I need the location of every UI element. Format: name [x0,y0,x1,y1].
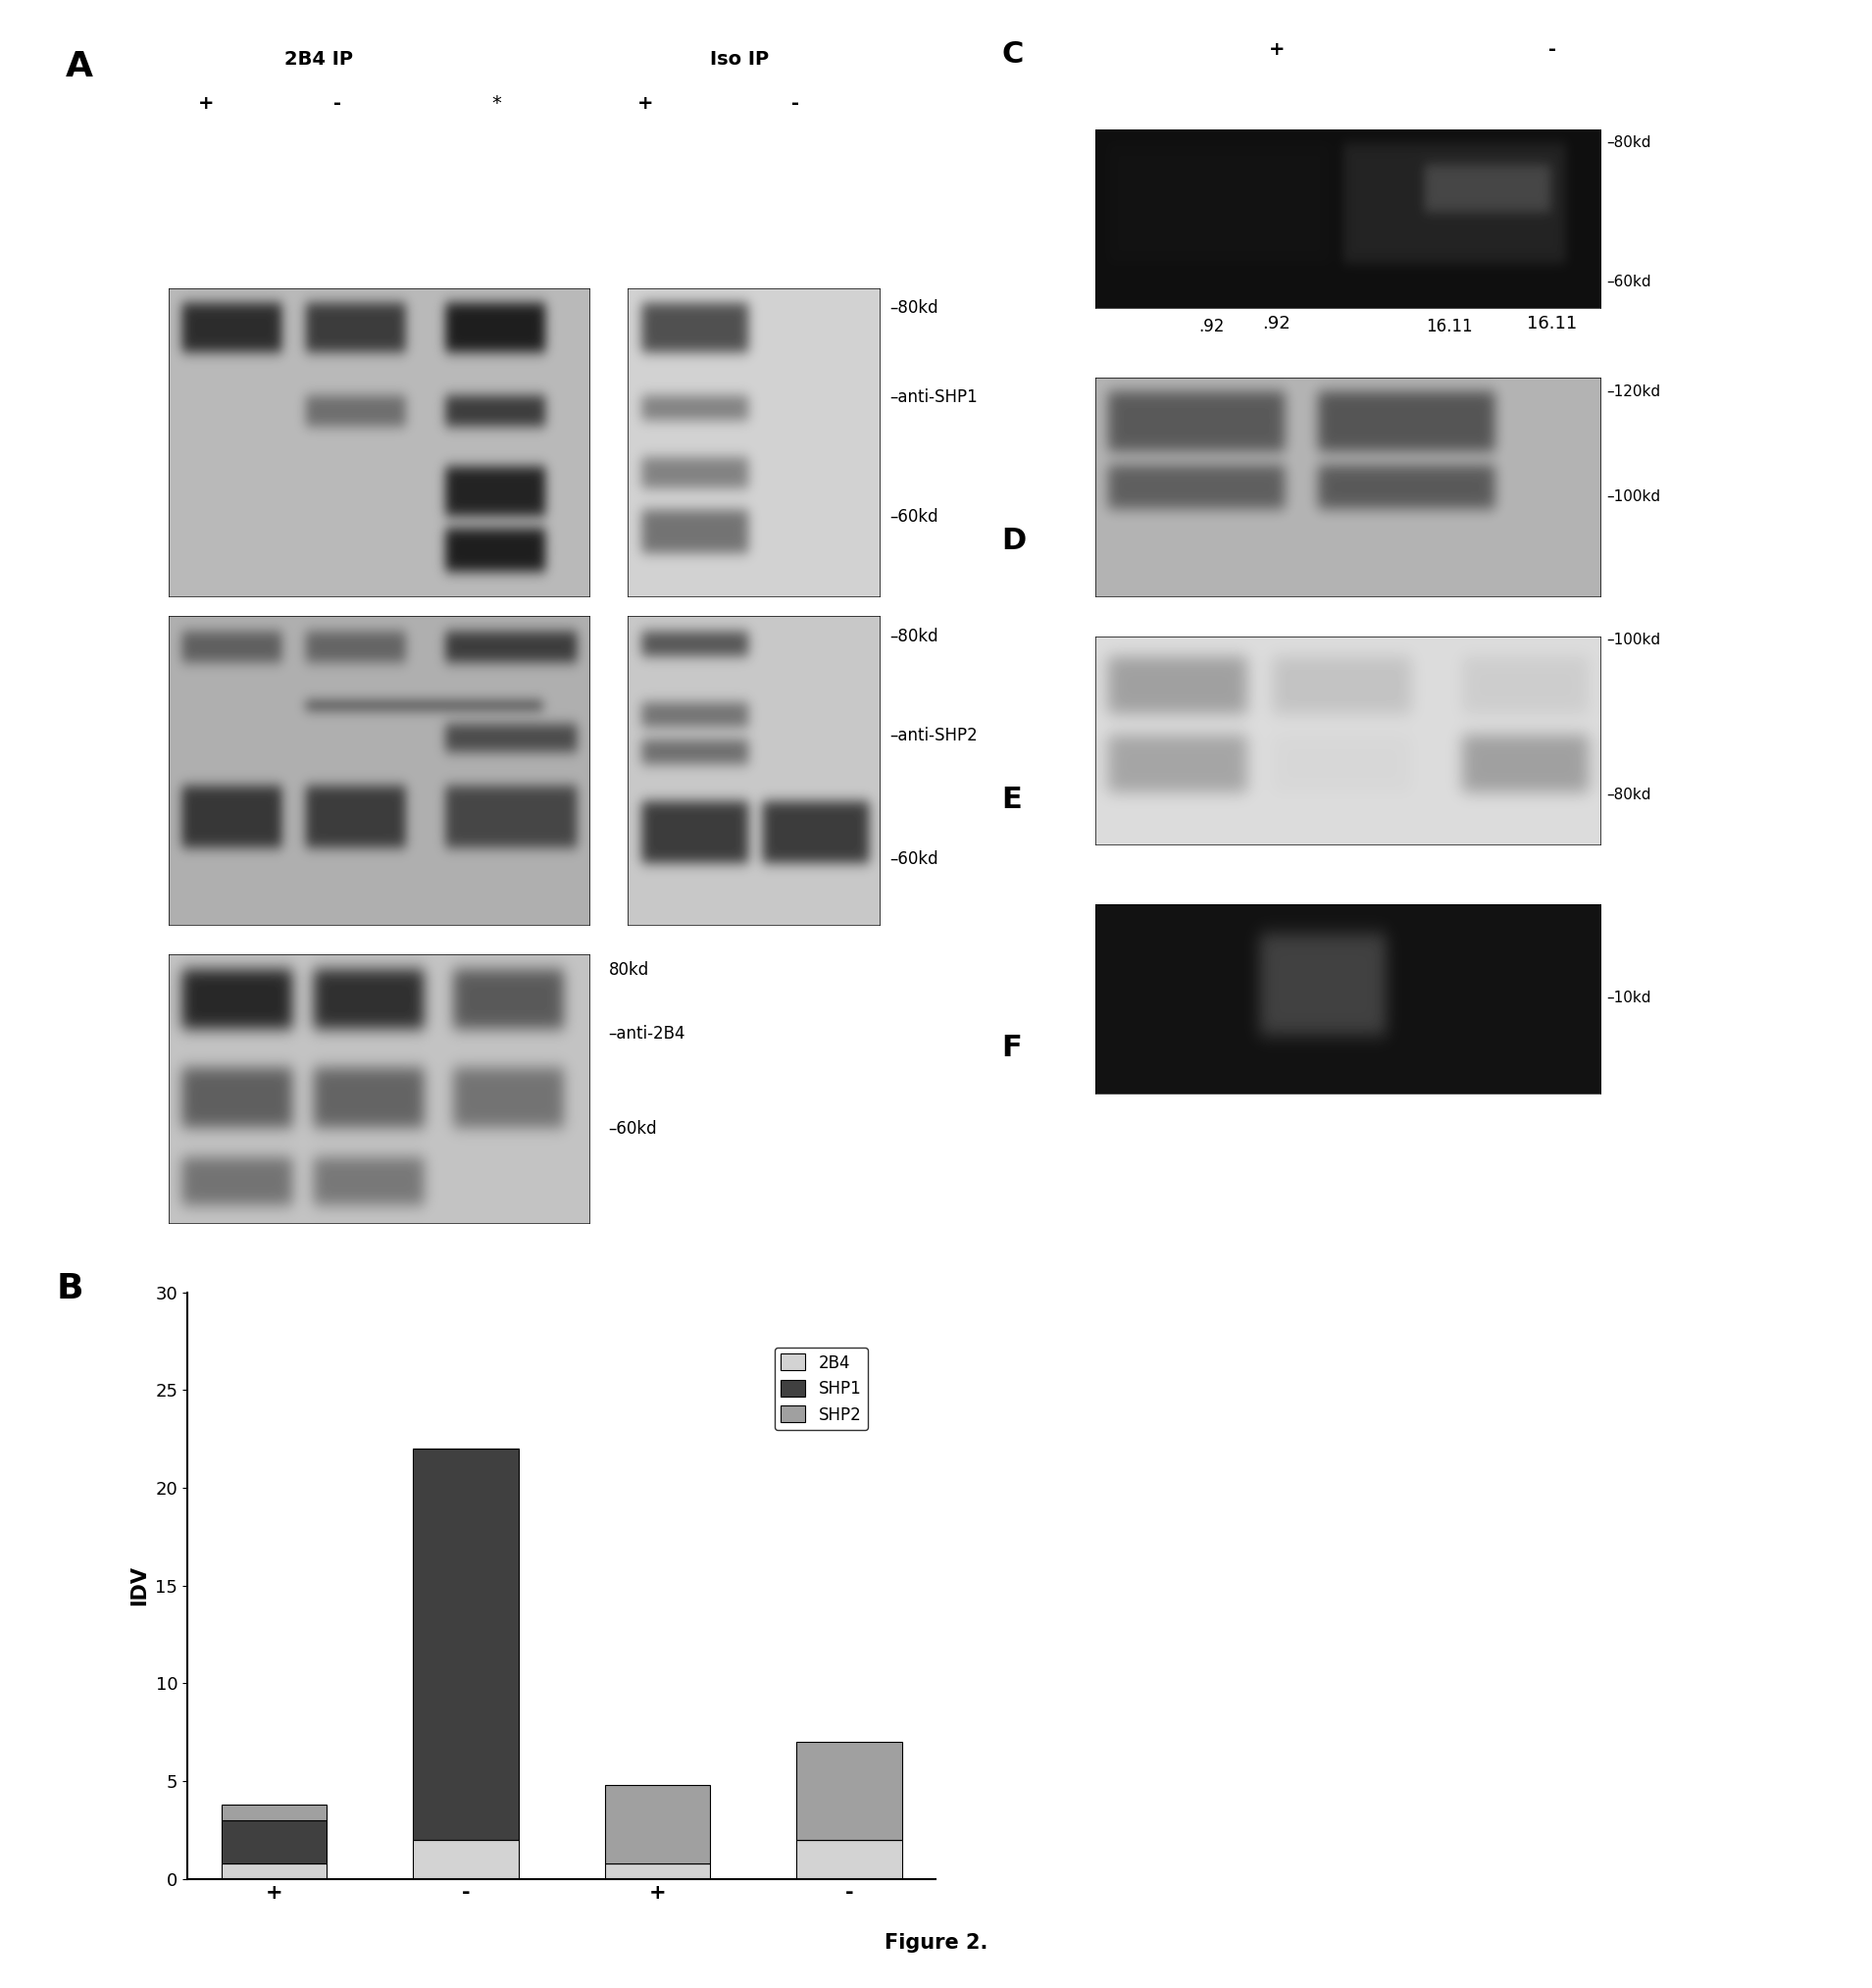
Text: –80kd: –80kd [889,628,938,644]
Bar [221,1821,328,1863]
Bar [605,1785,709,1863]
Text: Figure 2.: Figure 2. [884,1932,988,1952]
Text: -: - [1548,40,1556,58]
Text: –anti-2B4: –anti-2B4 [608,1026,685,1042]
Legend: 2B4, SHP1, SHP2: 2B4, SHP1, SHP2 [775,1348,869,1429]
Text: E: E [1002,785,1022,813]
Text: –10kd: –10kd [1606,990,1651,1006]
Y-axis label: IDV: IDV [129,1565,150,1606]
Text: .92: .92 [1198,318,1224,336]
Text: -: - [792,93,799,113]
Text: *: * [490,93,502,113]
Text: 16.11: 16.11 [1426,318,1471,336]
Text: –60kd: –60kd [889,509,938,525]
Bar [221,1863,328,1879]
Text: –100kd: –100kd [1606,632,1660,648]
Text: 16.11: 16.11 [1528,314,1576,332]
Text: –80kd: –80kd [1606,787,1651,803]
Text: –80kd: –80kd [889,300,938,316]
Text: –60kd: –60kd [1606,274,1651,290]
Text: –100kd: –100kd [1606,489,1660,505]
Text: –60kd: –60kd [889,851,938,867]
Text: C: C [1002,40,1024,68]
Text: +: + [198,93,213,113]
Bar [414,1839,519,1879]
Text: Iso IP: Iso IP [709,50,769,68]
Text: A: A [66,50,94,83]
Text: –anti-SHP2: –anti-SHP2 [889,728,977,744]
Text: D: D [1002,527,1026,555]
Bar [605,1863,709,1879]
Text: –80kd: –80kd [1606,135,1651,151]
Text: .92: .92 [1262,314,1292,332]
Text: +: + [638,93,653,113]
Bar [221,1805,328,1821]
Text: –anti-SHP1: –anti-SHP1 [889,390,977,406]
Text: F: F [1002,1034,1022,1062]
Bar [414,1449,519,1839]
Bar [796,1741,902,1839]
Text: -: - [333,93,341,113]
Text: B: B [56,1272,82,1306]
Text: 2B4 IP: 2B4 IP [285,50,352,68]
Text: –120kd: –120kd [1606,384,1660,400]
Text: –60kd: –60kd [608,1121,657,1137]
Text: 80kd: 80kd [608,962,650,978]
Bar [796,1839,902,1879]
Text: +: + [1269,40,1284,58]
